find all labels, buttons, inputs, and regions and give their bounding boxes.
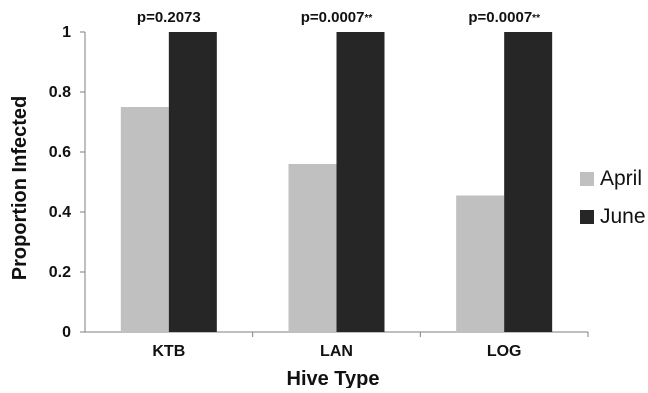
p-value-text: p=0.2073 bbox=[137, 9, 201, 26]
y-tick-label: 0.4 bbox=[49, 204, 71, 221]
x-axis-title: Hive Type bbox=[287, 368, 380, 388]
x-tick-label: KTB bbox=[152, 343, 185, 360]
legend-label: June bbox=[600, 205, 646, 228]
bar-june-lan bbox=[336, 32, 385, 332]
bar-april-lan bbox=[288, 164, 337, 332]
y-axis-title: Proportion Infected bbox=[9, 96, 31, 280]
y-tick-label: 0.2 bbox=[49, 264, 71, 281]
significance-marker: ** bbox=[532, 13, 540, 24]
bar-april-log bbox=[456, 195, 505, 332]
x-tick-label: LOG bbox=[487, 343, 522, 360]
legend-swatch-june bbox=[580, 210, 594, 224]
p-value-text: p=0.0007 bbox=[468, 9, 532, 26]
legend: April June bbox=[580, 167, 646, 228]
x-tick-label: LAN bbox=[320, 343, 353, 360]
p-value-annotation: p=0.0007** bbox=[301, 9, 373, 26]
legend-label: April bbox=[600, 167, 642, 190]
y-tick-label: 1 bbox=[62, 24, 71, 41]
legend-swatch-april bbox=[580, 172, 594, 186]
bar-june-log bbox=[504, 32, 553, 332]
bar-april-ktb bbox=[120, 107, 169, 332]
y-tick-label: 0.6 bbox=[49, 144, 71, 161]
bar-june-ktb bbox=[168, 32, 217, 332]
p-value-text: p=0.0007 bbox=[301, 9, 365, 26]
y-tick-label: 0 bbox=[62, 324, 71, 341]
p-value-annotation: p=0.0007** bbox=[468, 9, 540, 26]
significance-marker: ** bbox=[365, 13, 373, 24]
p-value-annotation: p=0.2073 bbox=[137, 9, 201, 26]
y-tick-label: 0.8 bbox=[49, 84, 71, 101]
